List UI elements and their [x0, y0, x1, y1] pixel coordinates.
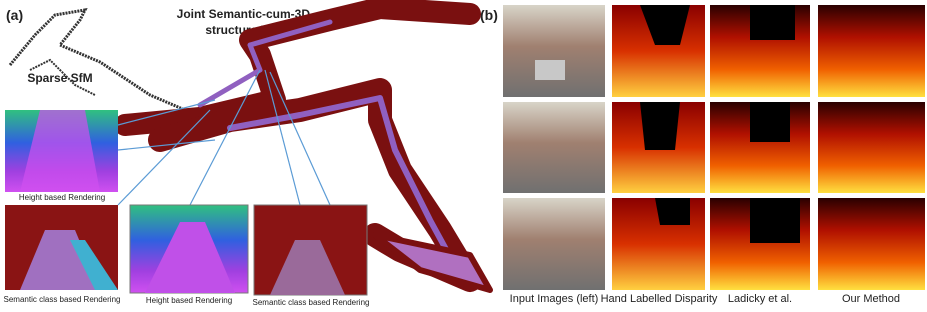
panel-label: (b): [480, 7, 498, 23]
height-rendering: [130, 205, 248, 293]
ladicky: [710, 5, 810, 290]
input-images: [503, 5, 605, 290]
rendering-label: Semantic class based Rendering: [253, 298, 370, 307]
rendering-label: Semantic class based Rendering: [4, 295, 121, 304]
semantic-rendering: [5, 205, 118, 290]
sparse-label: Sparse SfM: [27, 71, 92, 85]
column-label: Hand Labelled Disparity: [601, 293, 718, 305]
our-method: [818, 5, 925, 290]
rendering-label: Height based Rendering: [146, 296, 232, 305]
column-label: Ladicky et al.: [728, 293, 792, 305]
panel-label: (a): [6, 7, 23, 23]
figure: (a) Joint Semantic-cum-3D structure Map …: [0, 0, 927, 312]
column-label: Input Images (left): [510, 293, 599, 305]
rendering-label: Height based Rendering: [19, 193, 105, 202]
sparse-sfm: [10, 10, 185, 110]
height-rendering: [5, 110, 118, 192]
hand-labelled: [612, 5, 705, 290]
semantic-rendering: [254, 205, 367, 295]
image-grid: [503, 5, 925, 290]
column-label: Our Method: [842, 293, 900, 305]
